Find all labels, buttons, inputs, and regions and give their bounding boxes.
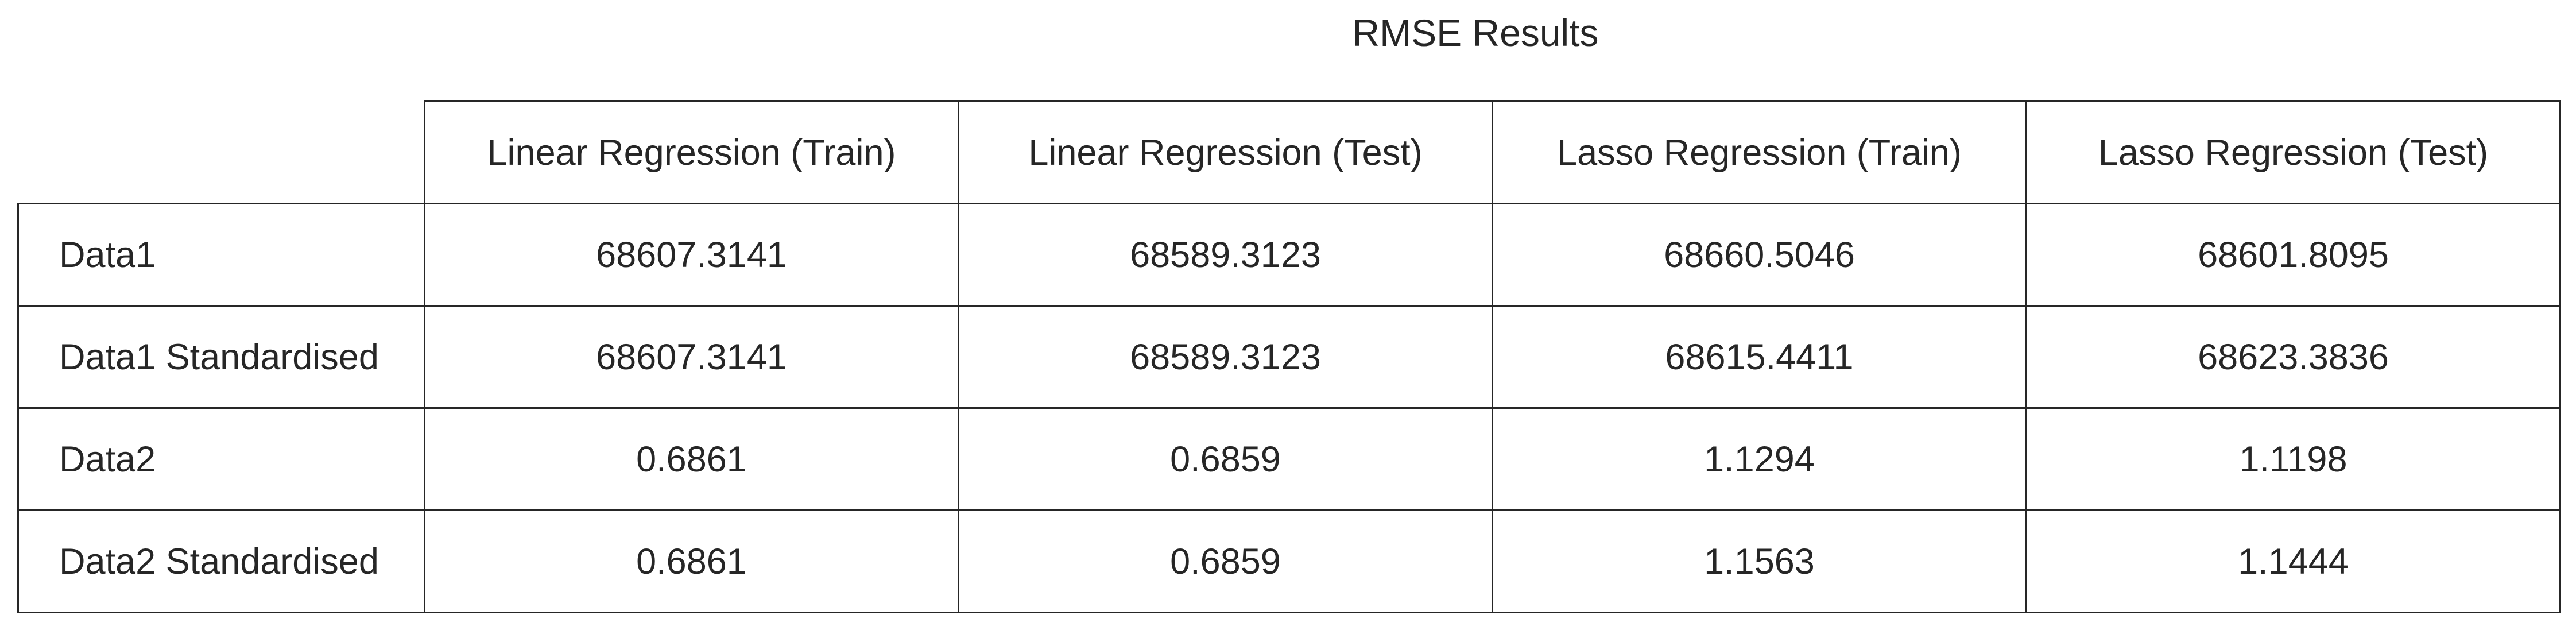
table-cell: 68589.3123 xyxy=(958,203,1493,307)
table-cell: 68615.4411 xyxy=(1492,305,2027,409)
table-cell: 68607.3141 xyxy=(424,305,959,409)
header-row: Linear Regression (Train) Linear Regress… xyxy=(18,100,2561,204)
table-cell: 1.1563 xyxy=(1492,509,2027,613)
table-cell: 68660.5046 xyxy=(1492,203,2027,307)
row-label: Data1 Standardised xyxy=(17,305,425,409)
chart-title: RMSE Results xyxy=(1352,11,1599,54)
column-header: Lasso Regression (Test) xyxy=(2025,100,2561,204)
row-label: Data1 xyxy=(17,203,425,307)
table-row: Data2 0.6861 0.6859 1.1294 1.1198 xyxy=(17,407,2561,511)
table-cell: 1.1444 xyxy=(2025,509,2561,613)
table-cell: 0.6859 xyxy=(958,407,1493,511)
column-header: Linear Regression (Test) xyxy=(958,100,1493,204)
table-cell: 0.6859 xyxy=(958,509,1493,613)
row-label: Data2 Standardised xyxy=(17,509,425,613)
corner-cell xyxy=(18,101,425,204)
table-cell: 68607.3141 xyxy=(424,203,959,307)
table-row: Data1 68607.3141 68589.3123 68660.5046 6… xyxy=(17,203,2561,307)
row-label: Data2 xyxy=(17,407,425,511)
table-cell: 1.1198 xyxy=(2025,407,2561,511)
column-header: Lasso Regression (Train) xyxy=(1492,100,2027,204)
rmse-results-table: Linear Regression (Train) Linear Regress… xyxy=(17,100,2561,613)
table-cell: 68601.8095 xyxy=(2025,203,2561,307)
table-cell: 1.1294 xyxy=(1492,407,2027,511)
table-cell: 0.6861 xyxy=(424,407,959,511)
table-row: Data1 Standardised 68607.3141 68589.3123… xyxy=(17,305,2561,409)
table-cell: 68623.3836 xyxy=(2025,305,2561,409)
table-cell: 0.6861 xyxy=(424,509,959,613)
table-row: Data2 Standardised 0.6861 0.6859 1.1563 … xyxy=(17,509,2561,613)
column-header: Linear Regression (Train) xyxy=(424,100,959,204)
table-cell: 68589.3123 xyxy=(958,305,1493,409)
